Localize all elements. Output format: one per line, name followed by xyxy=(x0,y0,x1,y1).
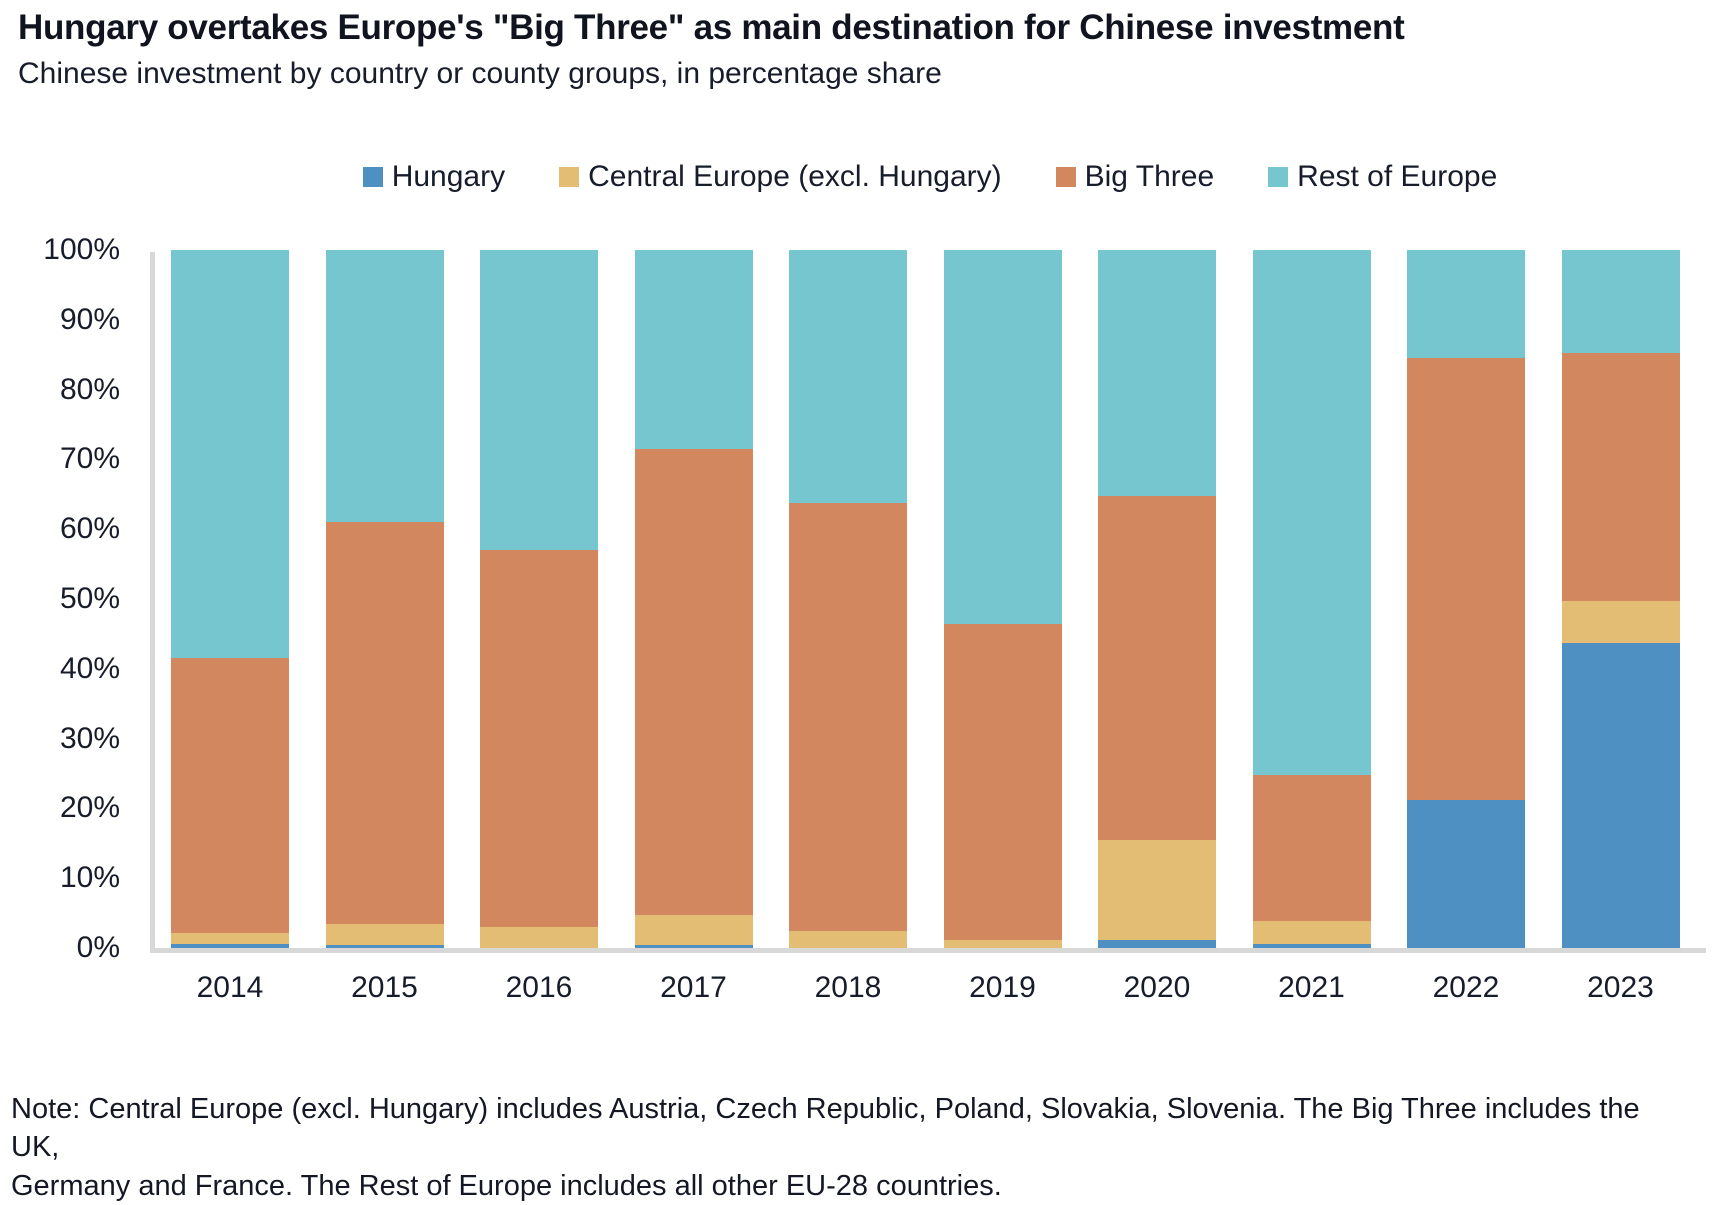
bar-segment-central-europe-excl-hungary-2014 xyxy=(171,933,289,944)
x-axis-label-2015: 2015 xyxy=(351,971,418,1004)
bar-segment-central-europe-excl-hungary-2023 xyxy=(1561,601,1680,643)
y-tick-label-100: 100% xyxy=(43,233,120,266)
x-axis-label-2017: 2017 xyxy=(660,971,727,1004)
bar-segment-hungary-2023 xyxy=(1561,642,1680,948)
legend-item-hungary: Hungary xyxy=(362,160,506,194)
y-tick-label-30: 30% xyxy=(59,721,120,755)
bar-segment-rest-of-europe-2021 xyxy=(1252,250,1371,775)
bar-segment-hungary-2021 xyxy=(1252,943,1371,948)
note-line-1: Note: Central Europe (excl. Hungary) inc… xyxy=(11,1093,1640,1164)
bar-segment-hungary-2017 xyxy=(634,944,753,948)
x-axis-label-2019: 2019 xyxy=(969,971,1036,1004)
bar-segment-central-europe-excl-hungary-2017 xyxy=(634,915,753,945)
bar-2014 xyxy=(171,250,289,948)
y-tick-label-70: 70% xyxy=(59,442,120,476)
y-tick-label-90: 90% xyxy=(59,302,120,336)
bar-segment-big-three-2017 xyxy=(634,448,753,916)
y-tick-label-0: 0% xyxy=(76,931,120,964)
legend-swatch-rest-of-europe xyxy=(1268,167,1289,187)
x-axis-label-2020: 2020 xyxy=(1123,971,1191,1004)
bar-segment-big-three-2019 xyxy=(943,624,1062,940)
y-tick-label-50: 50% xyxy=(59,582,120,615)
legend-label-big-three: Big Three xyxy=(1084,160,1215,193)
x-axis-label-2023: 2023 xyxy=(1587,971,1654,1004)
bar-segment-big-three-2023 xyxy=(1561,353,1680,602)
bar-segment-rest-of-europe-2019 xyxy=(943,250,1062,625)
legend-label-central-europe-excl-hungary: Central Europe (excl. Hungary) xyxy=(588,160,1002,193)
bar-segment-rest-of-europe-2023 xyxy=(1561,250,1680,354)
legend-item-central-europe-excl-hungary: Central Europe (excl. Hungary) xyxy=(559,160,1002,194)
bar-segment-big-three-2015 xyxy=(325,522,444,924)
bar-2023 xyxy=(1561,250,1680,948)
y-tick-label-80: 80% xyxy=(59,372,120,406)
bar-segment-central-europe-excl-hungary-2021 xyxy=(1252,921,1371,944)
bar-segment-hungary-2022 xyxy=(1407,800,1525,948)
bar-segment-rest-of-europe-2018 xyxy=(789,250,907,503)
plot-area: 2014 2015 2016 2017 2018 2019 2020 2021 2022 2023 xyxy=(154,250,1706,1004)
x-axis-line xyxy=(150,948,1706,953)
bar-segment-big-three-2014 xyxy=(171,658,289,934)
y-axis-line xyxy=(150,252,155,953)
bar-segment-big-three-2016 xyxy=(480,550,598,928)
bar-segment-rest-of-europe-2014 xyxy=(171,250,289,659)
x-axis-label-2014: 2014 xyxy=(196,971,264,1004)
y-tick-label-60: 60% xyxy=(59,512,120,546)
bar-segment-rest-of-europe-2022 xyxy=(1407,250,1525,359)
bar-2021 xyxy=(1252,250,1371,948)
page-title: Hungary overtakes Europe's "Big Three" a… xyxy=(18,8,1405,47)
bar-segment-central-europe-excl-hungary-2019 xyxy=(943,939,1062,948)
legend-item-big-three: Big Three xyxy=(1055,160,1215,194)
x-axis-label-2022: 2022 xyxy=(1432,971,1500,1004)
note-text: Note: Central Europe (excl. Hungary) inc… xyxy=(11,1090,1691,1205)
bar-segment-big-three-2020 xyxy=(1098,496,1216,840)
chart-legend: Hungary Central Europe (excl. Hungary) Big… xyxy=(154,160,1706,194)
bar-2020 xyxy=(1098,250,1216,948)
bar-segment-rest-of-europe-2016 xyxy=(480,250,598,551)
bar-2019 xyxy=(943,250,1062,948)
bar-segment-central-europe-excl-hungary-2016 xyxy=(480,927,598,948)
page-subtitle: Chinese investment by country or county … xyxy=(18,57,942,90)
legend-swatch-central-europe-excl-hungary xyxy=(559,167,580,187)
y-tick-label-20: 20% xyxy=(59,791,120,825)
note-line-2: Germany and France. The Rest of Europe i… xyxy=(11,1169,1002,1202)
bar-segment-rest-of-europe-2020 xyxy=(1098,250,1216,497)
bar-segment-rest-of-europe-2017 xyxy=(634,250,753,449)
bar-2017 xyxy=(634,250,753,948)
bar-segment-central-europe-excl-hungary-2015 xyxy=(325,923,444,945)
bar-segment-big-three-2022 xyxy=(1407,358,1525,801)
x-axis-label-2018: 2018 xyxy=(814,971,882,1004)
bar-2018 xyxy=(789,250,907,948)
bar-segment-central-europe-excl-hungary-2018 xyxy=(789,930,907,948)
bar-segment-big-three-2018 xyxy=(789,502,907,931)
bar-2015 xyxy=(325,250,444,948)
legend-swatch-big-three xyxy=(1055,167,1076,187)
bar-2016 xyxy=(480,250,598,948)
y-tick-label-40: 40% xyxy=(59,651,120,685)
bar-segment-central-europe-excl-hungary-2020 xyxy=(1098,839,1216,941)
legend-label-hungary: Hungary xyxy=(391,160,506,193)
bar-2022 xyxy=(1407,250,1525,948)
bar-segment-hungary-2020 xyxy=(1098,940,1216,948)
bar-segment-big-three-2021 xyxy=(1252,774,1371,922)
bar-segment-hungary-2015 xyxy=(325,944,444,948)
x-axis-label-2016: 2016 xyxy=(505,971,573,1004)
legend-label-rest-of-europe: Rest of Europe xyxy=(1297,160,1498,193)
bar-segment-rest-of-europe-2015 xyxy=(325,250,444,523)
stacked-bar-chart: 0% 10% 20% 30% 40% 50% 60% 70% 80% 90% 100% 2014 20… xyxy=(0,233,1715,1010)
bar-segment-hungary-2014 xyxy=(171,943,289,948)
legend-swatch-hungary xyxy=(362,167,383,187)
y-tick-label-10: 10% xyxy=(59,861,120,895)
legend-item-rest-of-europe: Rest of Europe xyxy=(1268,160,1497,194)
x-axis-label-2021: 2021 xyxy=(1278,971,1345,1004)
